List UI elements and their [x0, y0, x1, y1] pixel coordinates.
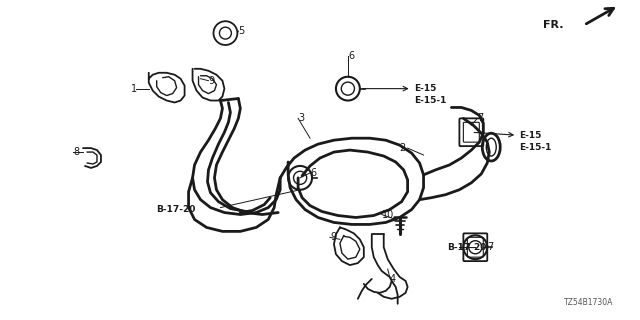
Text: 6: 6	[310, 168, 316, 178]
Text: 7: 7	[477, 113, 484, 124]
Text: E-15: E-15	[415, 84, 437, 93]
Text: 6: 6	[348, 51, 354, 61]
Text: E-15-1: E-15-1	[519, 143, 552, 152]
Text: FR.: FR.	[543, 20, 564, 30]
Text: 9: 9	[330, 232, 336, 242]
Text: E-15: E-15	[519, 131, 541, 140]
Text: 5: 5	[238, 26, 244, 36]
Text: 1: 1	[131, 84, 137, 94]
Text: 3: 3	[298, 113, 304, 124]
Text: 4: 4	[390, 274, 396, 284]
Text: 9: 9	[209, 76, 214, 86]
Text: 2: 2	[399, 143, 406, 153]
Text: E-15-1: E-15-1	[415, 96, 447, 105]
Text: B-17-20: B-17-20	[156, 205, 195, 214]
Text: 10: 10	[381, 210, 394, 220]
Text: B-17-20: B-17-20	[447, 243, 487, 252]
Text: 7: 7	[487, 242, 493, 252]
Text: TZ54B1730A: TZ54B1730A	[564, 298, 614, 307]
Text: 8: 8	[73, 147, 79, 157]
